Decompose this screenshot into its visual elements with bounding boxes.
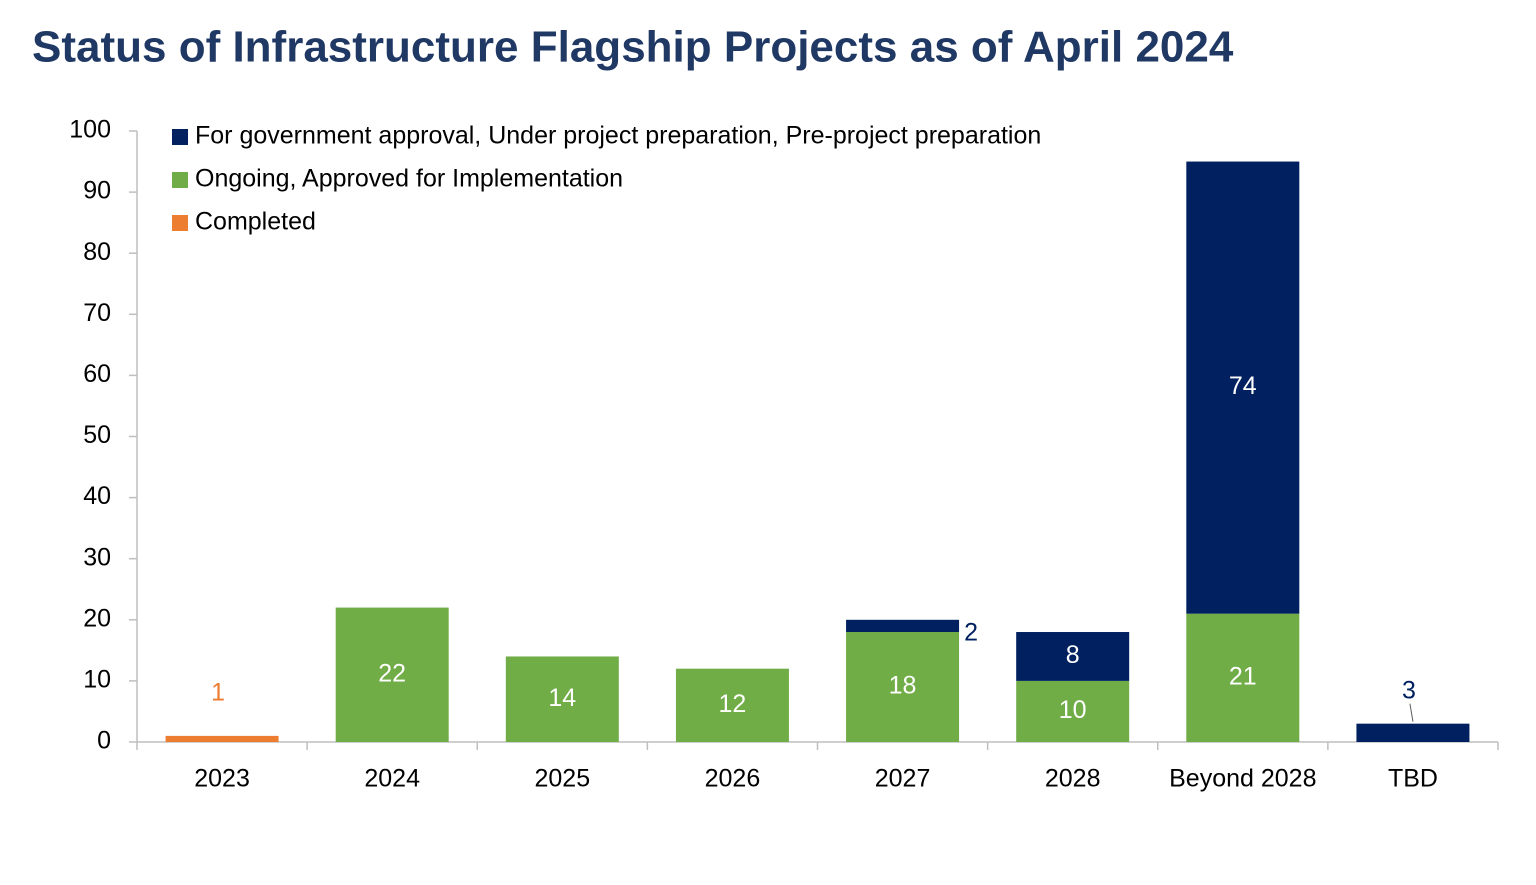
bar-segment <box>165 735 279 742</box>
bar-segment <box>675 668 789 742</box>
y-tick-label: 90 <box>83 177 111 205</box>
y-tick-label: 40 <box>83 482 111 510</box>
bar-segment <box>335 607 449 742</box>
value-label: 1 <box>211 678 225 706</box>
x-tick-label: TBD <box>1388 765 1438 793</box>
y-tick-label: 20 <box>83 604 111 632</box>
x-tick-label: Beyond 2028 <box>1169 765 1316 793</box>
legend-label: Ongoing, Approved for Implementation <box>195 165 623 193</box>
value-label: 12 <box>719 690 747 718</box>
bar-segment <box>505 656 619 742</box>
x-tick-label: 2026 <box>705 765 761 793</box>
y-tick-label: 10 <box>83 666 111 694</box>
value-label: 22 <box>378 659 406 687</box>
x-tick-label: 2024 <box>364 765 420 793</box>
x-tick-label: 2025 <box>535 765 591 793</box>
y-tick-label: 80 <box>83 238 111 266</box>
value-label: 74 <box>1229 372 1257 400</box>
bar-segment <box>1016 632 1130 681</box>
y-tick-label: 70 <box>83 299 111 327</box>
value-label: 18 <box>889 672 917 700</box>
bar-segment <box>1186 161 1300 614</box>
legend-label: Completed <box>195 208 316 236</box>
chart-title: Status of Infrastructure Flagship Projec… <box>32 23 1234 72</box>
y-tick-label: 30 <box>83 543 111 571</box>
x-tick-label: 2028 <box>1045 765 1101 793</box>
y-tick-label: 0 <box>97 727 111 755</box>
legend-swatch <box>172 215 188 231</box>
value-label: 3 <box>1402 676 1416 704</box>
y-tick-label: 60 <box>83 360 111 388</box>
leader-line <box>1409 703 1414 722</box>
x-tick-label: 2027 <box>875 765 931 793</box>
legend-label: For government approval, Under project p… <box>195 122 1041 150</box>
legend-swatch <box>172 129 188 145</box>
bar-segment <box>1016 680 1130 742</box>
legend-swatch <box>172 172 188 188</box>
bar-segment <box>846 619 960 633</box>
bar-segment <box>846 632 960 742</box>
bar-segment <box>1356 723 1470 742</box>
bar-segment <box>1186 613 1300 742</box>
value-label: 14 <box>548 684 576 712</box>
x-tick-label: 2023 <box>194 765 250 793</box>
value-label: 21 <box>1229 662 1257 690</box>
value-label: 2 <box>964 619 978 647</box>
y-tick-label: 100 <box>69 116 111 144</box>
y-tick-label: 50 <box>83 421 111 449</box>
value-label: 10 <box>1059 696 1087 724</box>
value-label: 8 <box>1066 641 1080 669</box>
